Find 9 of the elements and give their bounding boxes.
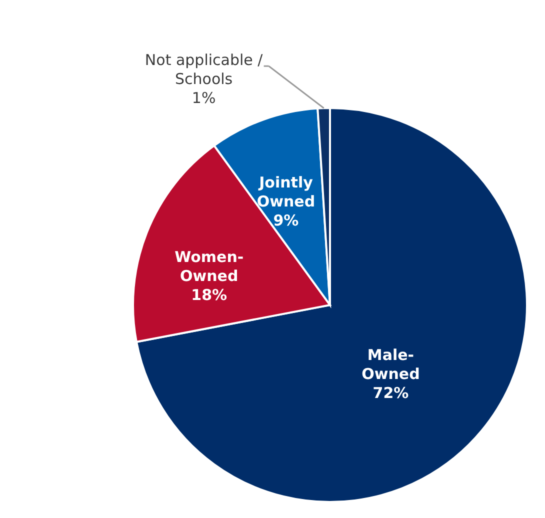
slice-label: Not applicable / Schools — [144, 51, 264, 88]
data-label: 9% — [273, 212, 299, 230]
slice-label: Male-Owned — [362, 346, 420, 384]
data-label: 1% — [192, 89, 216, 108]
slice-label: Jointly Owned — [256, 174, 316, 211]
data-label: 72% — [372, 384, 409, 402]
slice-label: Women-Owned — [174, 248, 244, 286]
pie-slice — [135, 107, 528, 503]
data-label: 18% — [191, 286, 228, 304]
